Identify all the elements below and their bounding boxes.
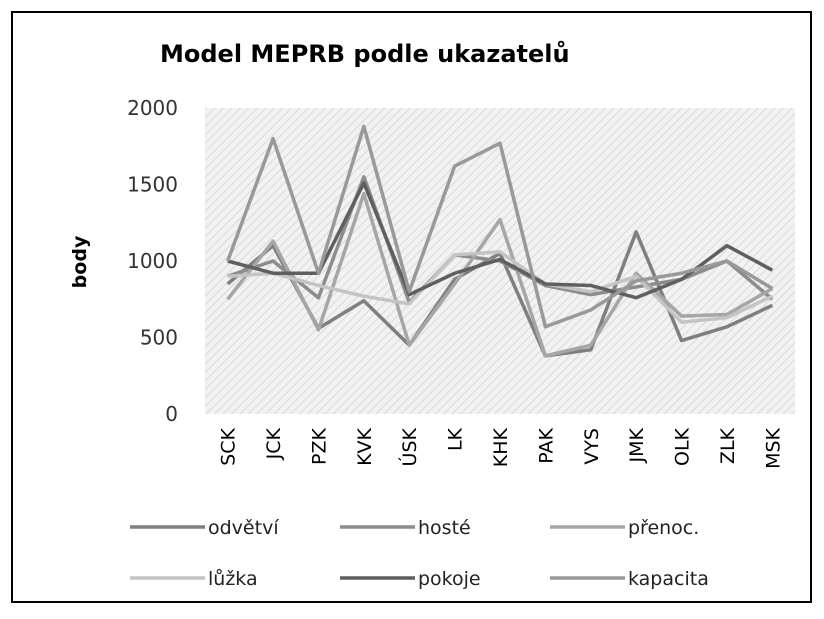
legend-label: pokoje — [418, 568, 481, 590]
series-line — [226, 124, 774, 329]
x-tick-label: ZLK — [717, 427, 739, 464]
x-tick-label: JMK — [626, 427, 648, 463]
legend-label: kapacita — [628, 568, 709, 590]
y-tick-label: 0 — [165, 402, 178, 426]
x-tick-label: JCK — [263, 427, 285, 460]
x-tick-label: KVK — [354, 427, 376, 465]
x-tick-label: OLK — [672, 427, 694, 466]
y-tick-label: 2000 — [127, 96, 178, 120]
chart-title: Model MEPRB podle ukazatelů — [160, 40, 570, 68]
x-tick-label: PZK — [308, 427, 330, 464]
series-line — [226, 191, 774, 358]
y-axis-label: body — [69, 235, 91, 288]
x-tick-label: ÚSK — [397, 427, 421, 466]
y-tick-label: 500 — [140, 326, 178, 350]
legend-label: lůžka — [208, 568, 258, 590]
series-line — [227, 250, 774, 324]
legend-label: hosté — [418, 517, 471, 539]
x-tick-label: SCK — [218, 427, 240, 465]
y-tick-label: 1000 — [127, 249, 178, 273]
legend-label: přenoc. — [628, 517, 699, 539]
legend-label: odvětví — [208, 517, 279, 539]
x-tick-label: LK — [445, 427, 467, 451]
x-tick-label: PAK — [535, 427, 557, 463]
y-tick-label: 1500 — [127, 173, 178, 197]
x-tick-label: VYS — [581, 428, 603, 465]
x-tick-label: KHK — [490, 427, 512, 467]
x-tick-label: MSK — [762, 427, 784, 468]
